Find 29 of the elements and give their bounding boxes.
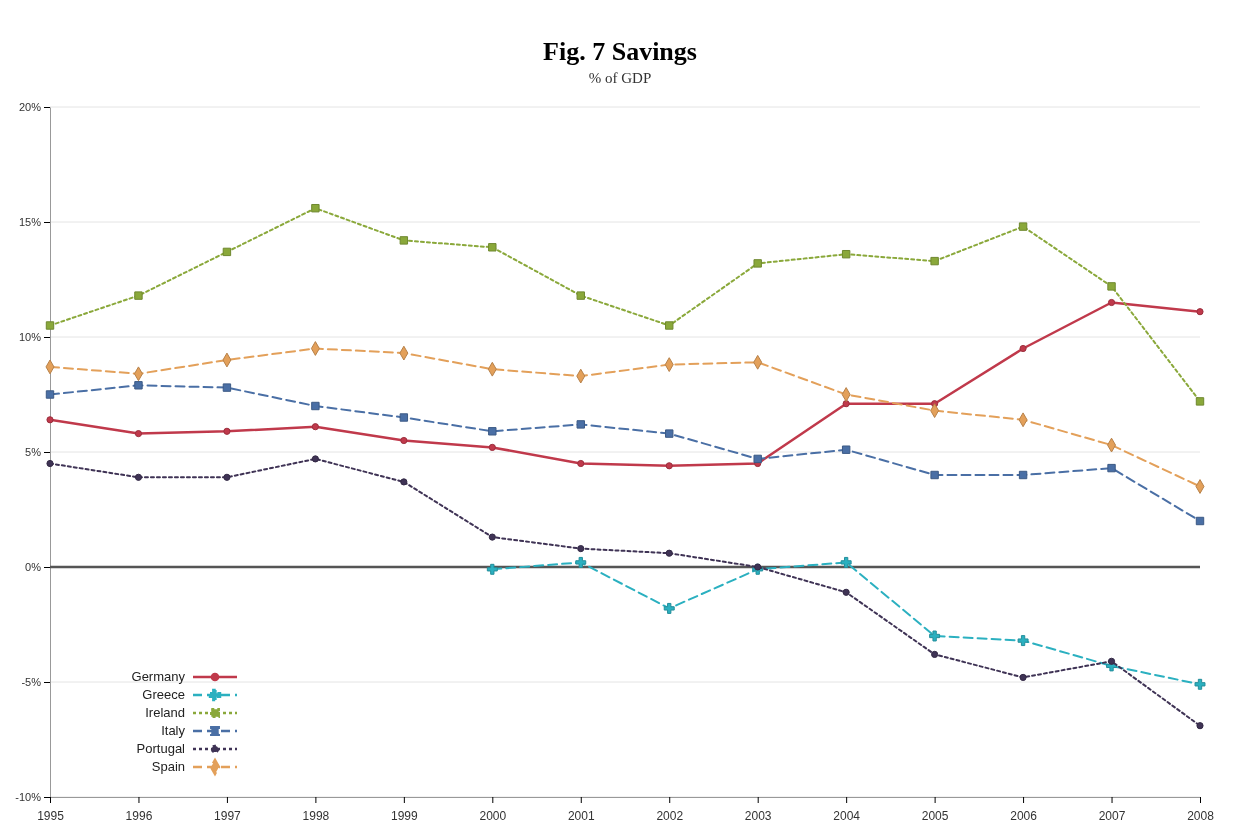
y-tick-label: 10%	[18, 331, 42, 344]
chart-title: Fig. 7 Savings	[543, 37, 697, 66]
x-tick-label: 2004	[833, 809, 861, 824]
x-tick-label: 2005	[921, 809, 949, 824]
x-tick-label: 2002	[656, 809, 684, 824]
x-tick-label: 1998	[302, 809, 330, 824]
x-tick-label: 2007	[1098, 809, 1126, 824]
y-tick-label: 15%	[18, 216, 42, 229]
x-tick-label: 2003	[744, 809, 772, 824]
y-tick-label: -10%	[15, 791, 42, 804]
legend-label: Germany	[131, 669, 186, 684]
x-tick-label: 2001	[567, 809, 595, 824]
legend-label: Greece	[142, 687, 185, 702]
x-tick-label: 2006	[1010, 809, 1038, 824]
x-tick-label: 2008	[1187, 809, 1215, 824]
y-tick-label: 20%	[18, 101, 42, 114]
x-tick-label: 1999	[390, 809, 419, 824]
x-tick-label: 2000	[479, 809, 507, 824]
x-tick-label: 1996	[125, 809, 153, 824]
y-tick-label: -5%	[21, 676, 42, 689]
legend-label: Portugal	[136, 741, 186, 756]
x-tick-label: 1995	[37, 809, 65, 824]
legend-label: Italy	[161, 723, 186, 738]
chart-subtitle: % of GDP	[588, 70, 652, 86]
y-tick-label: 5%	[25, 446, 42, 459]
y-tick-label: 0%	[25, 561, 42, 574]
legend-label: Spain	[151, 759, 185, 774]
x-tick-label: 1997	[214, 809, 242, 824]
legend-label: Ireland	[145, 705, 185, 720]
